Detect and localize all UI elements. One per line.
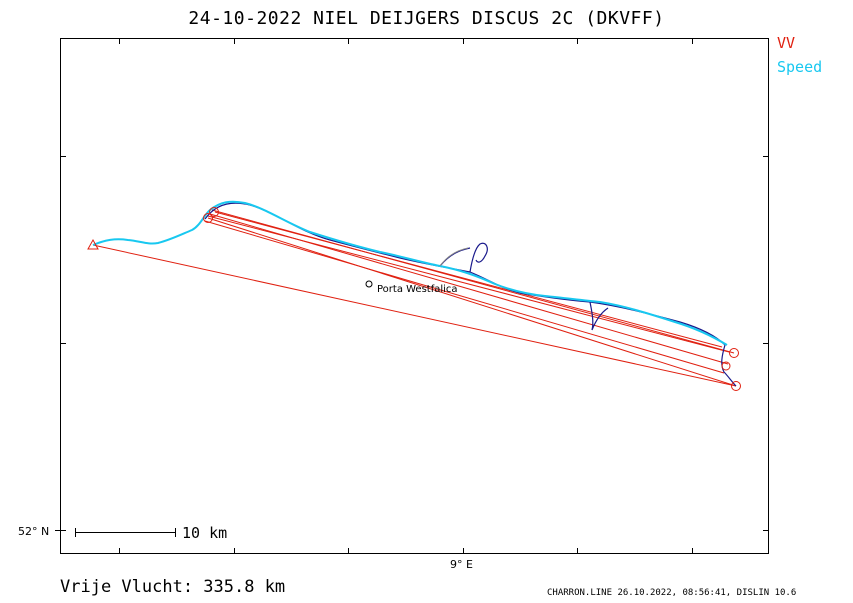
track-gray	[439, 247, 469, 267]
turnpoint-markers	[203, 207, 741, 391]
map-frame	[60, 38, 769, 554]
longitude-label: 9° E	[450, 558, 473, 571]
y-ticks-right	[763, 156, 768, 531]
y-ticks	[55, 156, 66, 531]
turnpoint-circle	[729, 348, 739, 358]
start-marker	[87, 238, 99, 250]
task-lines	[92, 209, 737, 387]
scale-bar-label: 10 km	[182, 524, 228, 542]
legend-speed: Speed	[777, 58, 823, 76]
latitude-label: 52° N	[18, 525, 50, 538]
scale-bar	[75, 528, 176, 537]
track-speed	[92, 200, 728, 346]
turnpoint-circle	[731, 381, 741, 391]
legend-vv: VV	[777, 34, 796, 52]
turnpoint-circle	[203, 213, 213, 223]
map-title: 24-10-2022 NIEL DEIJGERS DISCUS 2C (DKVF…	[188, 8, 665, 29]
turnpoint-circle	[721, 361, 731, 371]
distance-text: Vrije Vlucht: 335.8 km	[60, 577, 286, 597]
turnpoint-circle	[209, 207, 219, 217]
x-ticks	[119, 548, 693, 553]
footer-text: CHARRON.LINE 26.10.2022, 08:56:41, DISLI…	[547, 588, 797, 598]
x-ticks-top	[119, 39, 693, 44]
place-marker	[365, 280, 373, 288]
place-label: Porta Westfalica	[377, 284, 458, 295]
